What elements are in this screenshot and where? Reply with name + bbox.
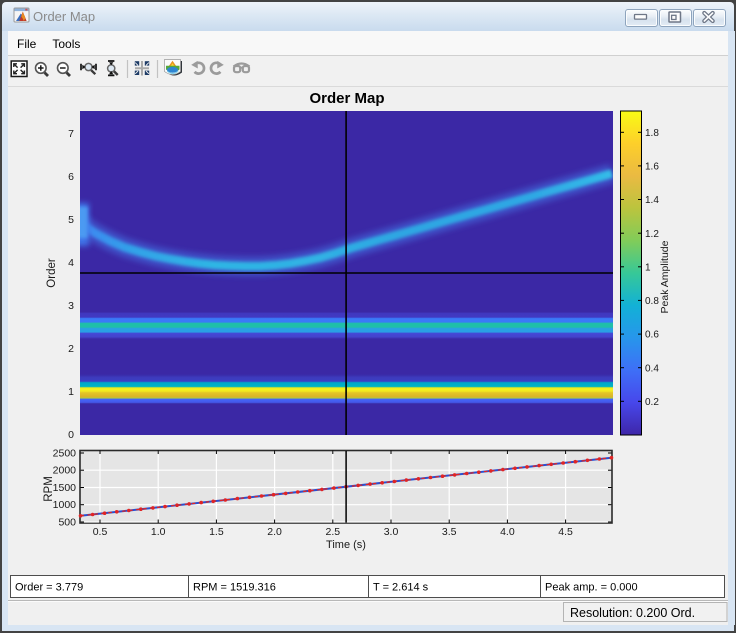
svg-text:2.0: 2.0 (267, 526, 282, 538)
svg-text:3.5: 3.5 (442, 526, 457, 538)
svg-text:1.8: 1.8 (645, 128, 659, 139)
svg-text:Peak amp. = 0.000: Peak amp. = 0.000 (545, 582, 638, 594)
svg-text:0.4: 0.4 (645, 363, 659, 374)
svg-text:7: 7 (68, 128, 74, 140)
svg-text:Peak Amplitude: Peak Amplitude (659, 240, 671, 313)
svg-text:1.5: 1.5 (209, 526, 224, 538)
svg-text:1: 1 (645, 262, 651, 273)
svg-text:Order: Order (46, 258, 58, 288)
svg-text:Resolution: 0.200 Ord.: Resolution: 0.200 Ord. (570, 606, 695, 620)
svg-text:1.0: 1.0 (151, 526, 166, 538)
svg-text:4.5: 4.5 (558, 526, 573, 538)
svg-text:0.5: 0.5 (93, 526, 108, 538)
svg-text:1500: 1500 (53, 482, 77, 494)
svg-text:0.6: 0.6 (645, 330, 659, 341)
svg-text:2000: 2000 (53, 465, 77, 477)
svg-text:1.2: 1.2 (645, 229, 659, 240)
svg-text:2: 2 (68, 343, 74, 355)
svg-text:RPM: RPM (43, 476, 55, 502)
svg-text:3: 3 (68, 300, 74, 312)
svg-text:Time (s): Time (s) (326, 539, 366, 551)
svg-text:4: 4 (68, 257, 74, 269)
svg-text:4.0: 4.0 (500, 526, 515, 538)
svg-text:Order Map: Order Map (309, 90, 384, 107)
svg-text:0.8: 0.8 (645, 296, 659, 307)
svg-text:1: 1 (68, 386, 74, 398)
svg-text:T = 2.614 s: T = 2.614 s (373, 582, 429, 594)
svg-text:6: 6 (68, 171, 74, 183)
svg-text:1.6: 1.6 (645, 162, 659, 173)
svg-text:1000: 1000 (53, 499, 77, 511)
svg-text:RPM = 1519.316: RPM = 1519.316 (193, 582, 276, 594)
svg-text:0.2: 0.2 (645, 397, 659, 408)
svg-text:0: 0 (68, 429, 74, 441)
svg-text:5: 5 (68, 214, 74, 226)
svg-text:2500: 2500 (53, 448, 77, 460)
svg-text:3.0: 3.0 (384, 526, 399, 538)
svg-text:500: 500 (58, 517, 76, 529)
svg-text:Order = 3.779: Order = 3.779 (15, 582, 83, 594)
svg-text:2.5: 2.5 (325, 526, 340, 538)
svg-text:1.4: 1.4 (645, 195, 659, 206)
